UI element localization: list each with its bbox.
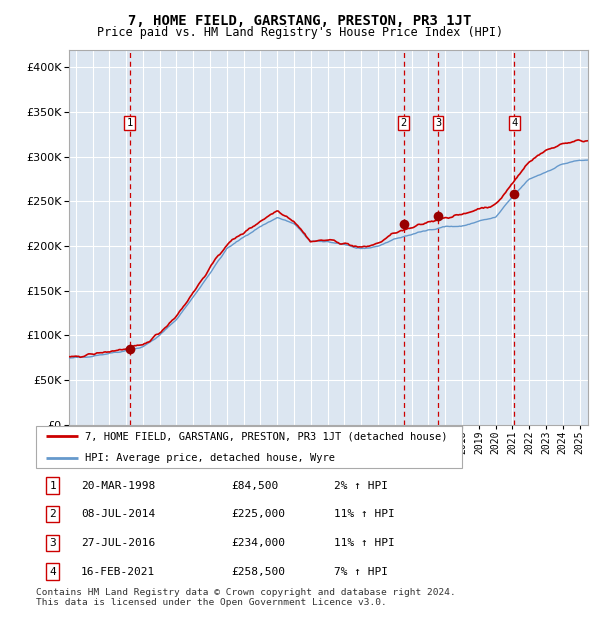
Text: 2: 2 <box>50 509 56 519</box>
Text: £258,500: £258,500 <box>232 567 286 577</box>
Text: 11% ↑ HPI: 11% ↑ HPI <box>334 509 395 519</box>
Text: Price paid vs. HM Land Registry's House Price Index (HPI): Price paid vs. HM Land Registry's House … <box>97 26 503 39</box>
Text: 7% ↑ HPI: 7% ↑ HPI <box>334 567 388 577</box>
Text: 2% ↑ HPI: 2% ↑ HPI <box>334 480 388 490</box>
Text: £84,500: £84,500 <box>232 480 278 490</box>
Text: 1: 1 <box>127 118 133 128</box>
Text: 1: 1 <box>50 480 56 490</box>
Text: 7, HOME FIELD, GARSTANG, PRESTON, PR3 1JT (detached house): 7, HOME FIELD, GARSTANG, PRESTON, PR3 1J… <box>85 432 448 441</box>
Text: Contains HM Land Registry data © Crown copyright and database right 2024.
This d: Contains HM Land Registry data © Crown c… <box>36 588 456 607</box>
Text: 16-FEB-2021: 16-FEB-2021 <box>81 567 155 577</box>
Text: 27-JUL-2016: 27-JUL-2016 <box>81 538 155 548</box>
Text: 3: 3 <box>50 538 56 548</box>
Text: 20-MAR-1998: 20-MAR-1998 <box>81 480 155 490</box>
Text: 4: 4 <box>50 567 56 577</box>
Text: £225,000: £225,000 <box>232 509 286 519</box>
Text: 4: 4 <box>511 118 518 128</box>
Text: £234,000: £234,000 <box>232 538 286 548</box>
Text: 11% ↑ HPI: 11% ↑ HPI <box>334 538 395 548</box>
Text: 3: 3 <box>435 118 441 128</box>
Text: 2: 2 <box>400 118 407 128</box>
Text: 7, HOME FIELD, GARSTANG, PRESTON, PR3 1JT: 7, HOME FIELD, GARSTANG, PRESTON, PR3 1J… <box>128 14 472 28</box>
Bar <box>36 426 461 468</box>
Text: HPI: Average price, detached house, Wyre: HPI: Average price, detached house, Wyre <box>85 453 335 463</box>
Text: 08-JUL-2014: 08-JUL-2014 <box>81 509 155 519</box>
